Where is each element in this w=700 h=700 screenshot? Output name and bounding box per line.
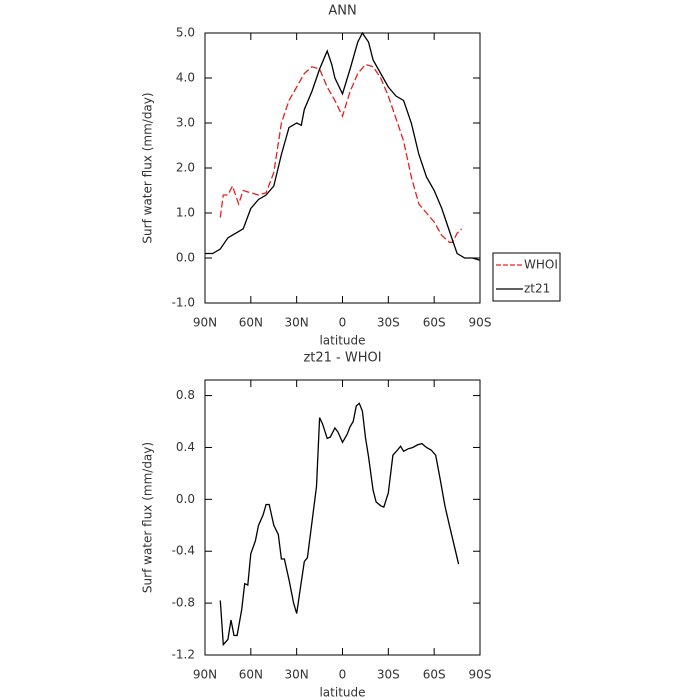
y-tick-label: 0.0 [176,251,195,265]
y-tick-label: 1.0 [176,206,195,220]
x-tick-label: 30S [377,668,400,682]
x-tick-label: 90N [193,668,217,682]
line [219,402,460,647]
y-axis-label: Surf water flux (mm/day) [141,92,155,243]
plot-frame [204,379,481,656]
line [205,31,481,261]
x-tick-label: 90S [469,668,492,682]
chart-title: ANN [328,4,356,19]
x-tick-label: 0 [339,316,347,330]
x-tick-label: 0 [339,668,347,682]
y-tick-label: 4.0 [176,71,195,85]
legend-label: zt21 [524,282,550,296]
y-tick-label: 5.0 [176,26,195,40]
x-tick-label: 90S [469,316,492,330]
y-tick-label: -0.4 [172,544,195,558]
x-axis-label: latitude [319,686,365,700]
y-tick-label: 0.0 [176,492,195,506]
x-tick-label: 60S [423,668,446,682]
y-tick-label: -1.0 [172,296,195,310]
x-tick-label: 30N [285,668,309,682]
x-tick-label: 30S [377,316,400,330]
y-tick-label: -1.2 [172,648,195,662]
x-axis-label: latitude [319,334,365,348]
plot-frame [204,32,481,304]
x-tick-label: 60N [239,316,263,330]
y-tick-label: -0.8 [172,596,195,610]
y-tick-label: 2.0 [176,161,195,175]
legend-label: WHOI [524,258,558,272]
x-tick-label: 60S [423,316,446,330]
x-tick-label: 30N [285,316,309,330]
y-axis-label: Surf water flux (mm/day) [141,442,155,593]
x-tick-label: 90N [193,316,217,330]
y-tick-label: 3.0 [176,116,195,130]
legend-box [492,252,561,302]
chart-title: zt21 - WHOI [303,351,381,366]
x-tick-label: 60N [239,668,263,682]
y-tick-label: 0.8 [176,388,195,402]
line [219,63,463,243]
y-tick-label: 0.4 [176,440,195,454]
